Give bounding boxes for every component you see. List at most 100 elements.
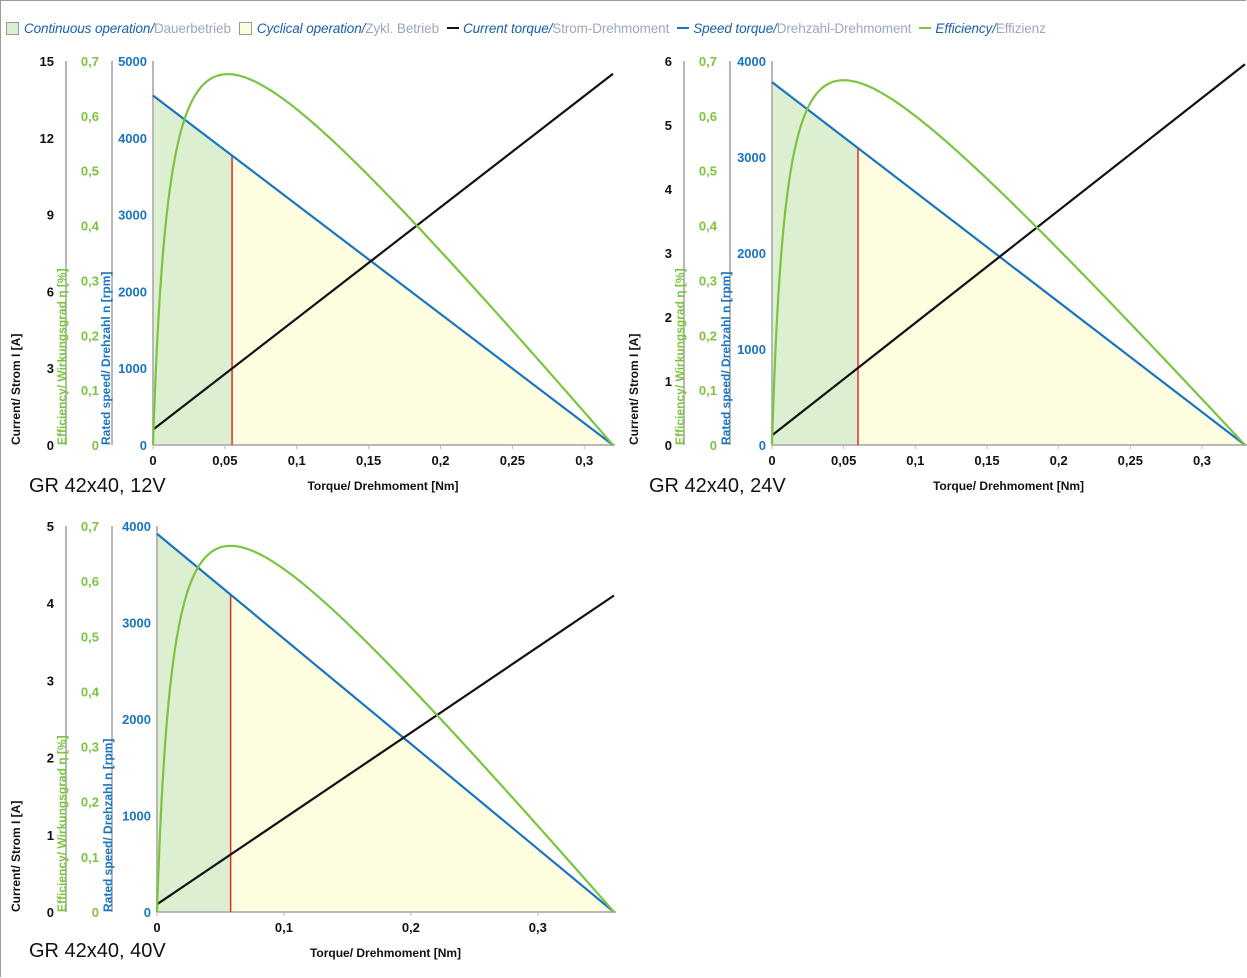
legend-current-en: Current torque/ <box>463 20 553 36</box>
speed-tick-label: 5000 <box>118 54 147 69</box>
x-tick-label: 0 <box>149 453 156 468</box>
efficiency-tick-label: 0,1 <box>81 383 99 398</box>
continuous-operation-area <box>772 82 858 445</box>
chart-40v: 0 1 2 3 4 5 0 0,1 0,2 0,3 0,4 0,5 0,6 0,7 0 1000 2000 300… <box>9 519 616 960</box>
current-tick-label: 1 <box>665 374 672 389</box>
continuous-operation-area <box>157 533 231 912</box>
current-tick-label: 4 <box>47 596 55 611</box>
continuous-operation-area <box>153 95 233 445</box>
efficiency-tick-label: 0,5 <box>81 629 99 644</box>
efficiency-axis-title: Efficiency/ Wirkungsgrad η [%] <box>55 268 69 445</box>
x-axis-title: Torque/ Drehmoment [Nm] <box>933 479 1084 493</box>
speed-tick-label: 3000 <box>737 150 766 165</box>
speed-axis-title: Rated speed/ Drehzahl n [rpm] <box>719 272 733 445</box>
x-tick-label: 0,15 <box>974 453 999 468</box>
current-tick-label: 5 <box>47 519 54 534</box>
efficiency-axis-title: Efficiency/ Wirkungsgrad η [%] <box>55 735 69 912</box>
speed-axis-title: Rated speed/ Drehzahl n [rpm] <box>101 739 115 912</box>
legend-continuous-de: Dauerbetrieb <box>154 20 231 36</box>
x-tick-label: 0,25 <box>500 453 525 468</box>
efficiency-tick-label: 0,2 <box>699 328 717 343</box>
speed-tick-label: 1000 <box>737 342 766 357</box>
x-tick-label: 0,05 <box>212 453 237 468</box>
legend-speed-en: Speed torque/ <box>693 20 777 36</box>
speed-tick-label: 1000 <box>122 809 151 824</box>
legend-item-cyclical: Cyclical operation/Zykl. Betrieb <box>238 20 447 36</box>
x-tick-label: 0,05 <box>831 453 856 468</box>
x-tick-label: 0,2 <box>431 453 449 468</box>
speed-tick-label: 4000 <box>122 519 151 534</box>
x-tick-label: 0,3 <box>575 453 593 468</box>
current-tick-label: 3 <box>665 246 672 261</box>
efficiency-dash <box>919 27 932 29</box>
x-tick-label: 0,1 <box>275 920 293 935</box>
current-tick-label: 12 <box>40 131 54 146</box>
legend-speed-de: Drehzahl-Drehmoment <box>776 20 912 36</box>
caption-40v: GR 42x40, 40V <box>29 940 166 962</box>
x-axis-title: Torque/ Drehmoment [Nm] <box>310 946 461 960</box>
chart-12v: 0 3 6 9 12 15 0 0,1 0,2 0,3 0,4 0,5 0,6 0,7 0 1000 2000 3… <box>9 54 615 493</box>
x-tick-label: 0,2 <box>1050 453 1068 468</box>
efficiency-axis-title: Efficiency/ Wirkungsgrad η [%] <box>673 268 687 445</box>
speed-tick-label: 4000 <box>737 54 766 69</box>
speed-axis-title: Rated speed/ Drehzahl n [rpm] <box>99 272 113 445</box>
speed-tick-label: 2000 <box>118 284 147 299</box>
x-tick-label: 0,1 <box>288 453 306 468</box>
efficiency-tick-label: 0,5 <box>699 164 717 179</box>
speed-tick-label: 0 <box>140 438 147 453</box>
speed-tick-label: 4000 <box>118 131 147 146</box>
current-tick-label: 4 <box>665 182 673 197</box>
continuous-swatch <box>6 21 19 35</box>
current-dash <box>447 27 459 29</box>
efficiency-tick-label: 0,2 <box>81 795 99 810</box>
efficiency-tick-label: 0 <box>92 438 99 453</box>
efficiency-tick-label: 0,4 <box>81 219 100 234</box>
speed-tick-label: 3000 <box>118 208 147 223</box>
current-tick-label: 0 <box>47 438 54 453</box>
speed-tick-label: 0 <box>144 905 151 920</box>
speed-torque-line <box>156 532 615 913</box>
efficiency-tick-label: 0 <box>92 905 99 920</box>
efficiency-tick-label: 0,7 <box>81 54 99 69</box>
legend-efficiency-de: Effizienz <box>995 20 1046 36</box>
efficiency-tick-label: 0,3 <box>81 273 99 288</box>
x-tick-label: 0,3 <box>1193 453 1211 468</box>
current-tick-label: 15 <box>40 54 54 69</box>
x-tick-label: 0 <box>153 920 160 935</box>
caption-12v: GR 42x40, 12V <box>29 475 166 497</box>
efficiency-tick-label: 0,1 <box>81 850 99 865</box>
legend-efficiency-en: Efficiency/ <box>935 20 996 36</box>
current-tick-label: 2 <box>47 751 54 766</box>
speed-tick-label: 2000 <box>122 712 151 727</box>
efficiency-tick-label: 0,6 <box>81 109 99 124</box>
x-tick-label: 0,25 <box>1118 453 1143 468</box>
current-tick-label: 0 <box>665 438 672 453</box>
efficiency-tick-label: 0,3 <box>699 273 717 288</box>
legend-item-current: Current torque/Strom-Drehmoment <box>447 21 677 36</box>
efficiency-tick-label: 0,6 <box>699 109 717 124</box>
legend-cyclical-en: Cyclical operation/ <box>256 20 366 36</box>
efficiency-tick-label: 0,7 <box>699 54 717 69</box>
current-tick-label: 0 <box>47 905 54 920</box>
efficiency-tick-label: 0,2 <box>81 328 99 343</box>
legend-item-speed: Speed torque/Drehzahl-Drehmoment <box>677 21 919 36</box>
efficiency-tick-label: 0,3 <box>81 740 99 755</box>
efficiency-tick-label: 0,6 <box>81 574 99 589</box>
speed-tick-label: 3000 <box>122 616 151 631</box>
current-torque-line <box>152 72 614 431</box>
chart-24v: 0 1 2 3 4 5 6 0 0,1 0,2 0,3 0,4 0,5 0,6 0,7 0 1000 2000 30… <box>627 54 1247 493</box>
current-tick-label: 2 <box>665 310 672 325</box>
efficiency-tick-label: 0,1 <box>699 383 717 398</box>
current-tick-label: 9 <box>47 208 54 223</box>
efficiency-tick-label: 0,5 <box>81 164 99 179</box>
caption-24v: GR 42x40, 24V <box>649 475 786 497</box>
legend-cyclical-de: Zykl. Betrieb <box>365 20 439 36</box>
current-tick-label: 3 <box>47 361 54 376</box>
x-tick-label: 0,1 <box>906 453 924 468</box>
efficiency-tick-label: 0,4 <box>81 684 100 699</box>
efficiency-tick-label: 0,7 <box>81 519 99 534</box>
speed-tick-label: 2000 <box>737 246 766 261</box>
legend: Continuous operation/Dauerbetrieb Cyclic… <box>6 18 1054 38</box>
speed-tick-label: 0 <box>759 438 766 453</box>
